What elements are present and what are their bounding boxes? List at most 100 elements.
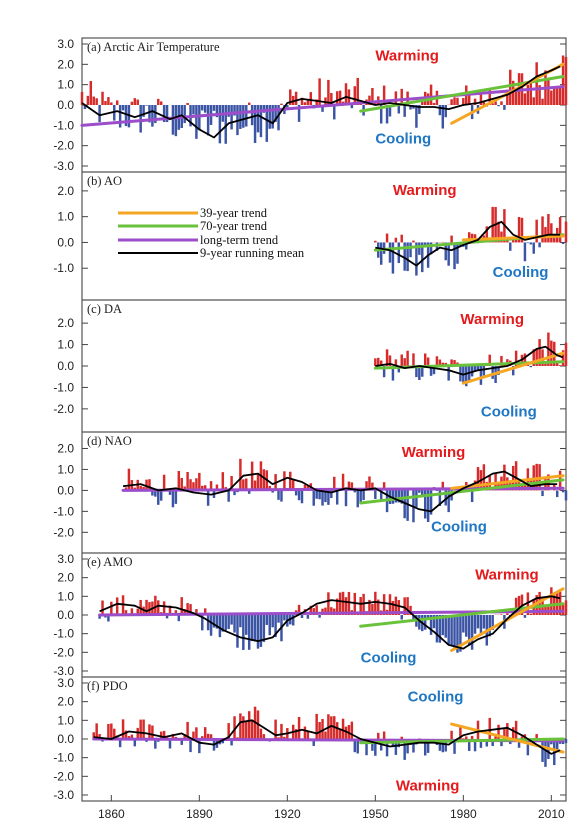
bar [198,105,201,131]
bar [356,739,359,754]
bar [209,734,213,739]
bar [459,725,462,739]
y-tick-label: -1.0 [53,380,74,394]
bar [192,482,195,491]
bar [555,362,559,366]
bar [113,728,116,739]
bars [98,587,568,653]
bar [462,738,465,739]
bar [491,103,494,105]
bar [555,739,559,751]
y-tick-label: 2.0 [57,441,74,455]
bar [558,217,562,243]
bar [291,480,295,491]
bar [130,734,134,739]
bar [168,490,172,495]
y-tick-label: -2.0 [53,402,74,416]
bar [189,604,192,615]
bar [344,83,348,105]
running-mean-line [375,345,564,376]
bar [438,615,442,643]
y-tick-label: 3.0 [57,552,74,566]
annotation-warming: Warming [402,444,466,461]
legend-entry-mean: 9-year running mean [118,246,305,260]
panel-4: 2.0 1.0 0.0 -1.0 -2.0 (d) NAO Warming Cooling [53,431,568,539]
bar [388,242,392,263]
bar [406,242,409,272]
bar [247,711,251,739]
bar [168,739,172,749]
bar [432,102,436,105]
bar [297,105,301,122]
bar [412,615,415,621]
y-tick-label: 2.0 [57,316,74,330]
x-axis: 1860 1890 1920 1950 1980 2010 [98,795,565,821]
bar [227,105,230,117]
legend-label-long-term-trend: long-term trend [200,233,279,247]
bar [171,733,175,739]
bar [151,725,154,739]
bar [397,366,401,373]
annotation-warming: Warming [393,182,457,199]
bar [201,615,204,631]
bar [532,242,535,254]
y-tick-label: 1.0 [57,210,74,224]
bar [212,615,216,628]
bar [224,615,227,631]
trend-line-39 [461,234,565,242]
running-mean-line [93,719,561,755]
bar [473,98,477,105]
bar [227,615,230,629]
bar [500,101,503,105]
bar [503,729,506,739]
bar [89,80,93,105]
bar [130,608,134,615]
legend: 39-year trend 70-year trend long-term tr… [118,206,305,260]
bar [303,484,307,491]
bar [195,478,198,491]
trend-line-39 [461,351,565,385]
bar [139,105,142,133]
legend-label-39-year-trend: 39-year trend [200,206,268,220]
bar [159,731,163,739]
bar [456,615,459,653]
y-tick-label: -2.0 [53,139,74,153]
bar [250,105,254,126]
bar [497,105,500,107]
bar [224,105,227,144]
bar [385,105,389,124]
bar [177,615,181,622]
bar [277,105,280,131]
bar [400,615,403,620]
bar [511,366,515,376]
bar [215,615,219,629]
bar [206,490,210,506]
bar [465,366,468,387]
bar [162,730,166,739]
x-tick-label: 2010 [538,807,565,821]
bar [256,473,260,491]
bar [476,366,480,371]
bar [236,615,239,648]
bar [350,105,354,109]
bar [535,734,538,739]
bar [514,597,518,615]
bar [409,242,412,258]
bar [470,615,474,650]
bar [482,464,486,491]
bar [382,594,386,615]
bar [564,490,568,501]
bar [286,105,289,108]
bar [476,467,480,491]
bar [382,482,386,491]
bar [142,105,145,117]
bar [541,490,544,497]
bar [274,615,277,638]
bar [306,99,310,105]
bar [388,355,392,366]
bar [136,99,139,105]
bar [330,716,333,739]
bar [558,85,562,105]
bar [482,615,486,629]
y-tick-label: 1.0 [57,78,74,92]
